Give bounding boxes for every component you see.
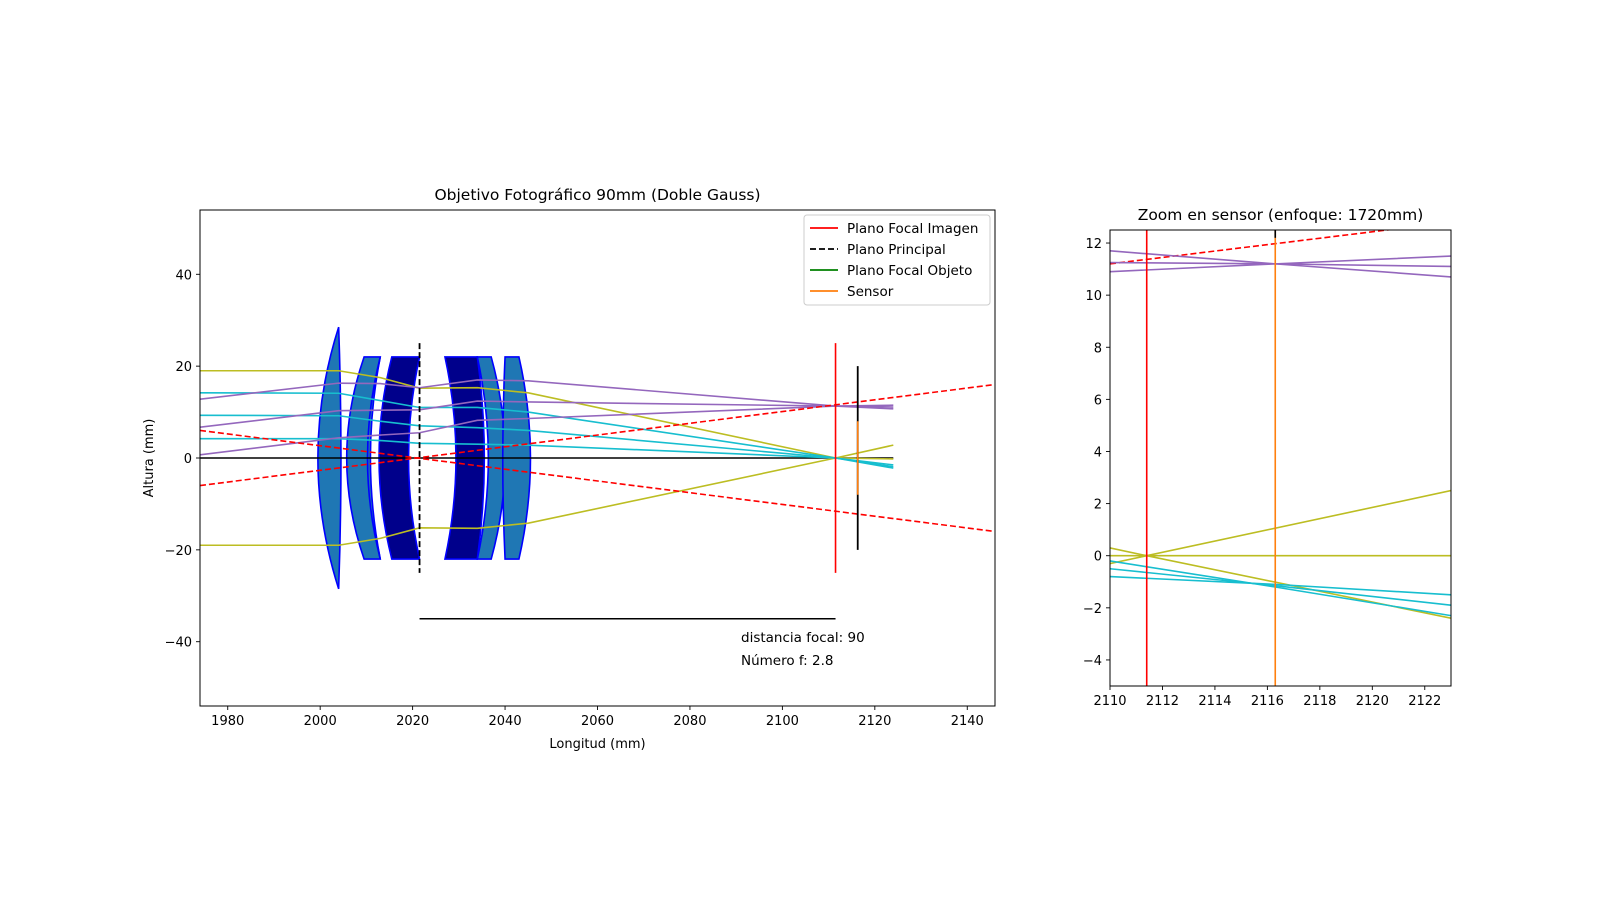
ray-trace-line — [200, 404, 894, 456]
legend-label: Plano Focal Imagen — [847, 221, 978, 237]
zoom-y-axis: −4 −2 0 2 4 6 8 10 12 — [1083, 237, 1110, 669]
x-tick-label: 1980 — [211, 714, 244, 729]
x-tick-label: 2112 — [1146, 694, 1179, 709]
main-plot: 1980 2000 2020 2040 2060 2080 2100 2120 2140 −40… — [142, 186, 996, 752]
ray-trace-line — [200, 391, 894, 469]
ray-trace-line — [200, 369, 894, 460]
ray-trace-line — [200, 379, 894, 410]
zoom-chart-title: Zoom en sensor (enfoque: 1720mm) — [1138, 206, 1424, 224]
x-tick-label: 2080 — [673, 714, 706, 729]
x-tick-label: 2114 — [1198, 694, 1231, 709]
y-tick-label: 12 — [1085, 237, 1102, 252]
main-y-axis: −40 −20 0 20 40 — [165, 268, 200, 651]
focal-length-annotation: distancia focal: 90 — [741, 630, 865, 646]
x-tick-label: 2118 — [1303, 694, 1336, 709]
y-tick-label: −4 — [1083, 654, 1102, 669]
legend-entry-focal-object-plane: Plano Focal Objeto — [810, 263, 972, 279]
x-tick-label: 2020 — [396, 714, 429, 729]
main-chart-title: Objetivo Fotográfico 90mm (Doble Gauss) — [434, 186, 760, 204]
main-x-axis: 1980 2000 2020 2040 2060 2080 2100 2120 2140 — [211, 706, 984, 729]
y-tick-label: −20 — [165, 544, 192, 559]
main-plot-area — [200, 326, 995, 620]
zoom-plot-area — [1110, 230, 1451, 686]
x-tick-label: 2040 — [489, 714, 522, 729]
legend-label: Plano Focal Objeto — [847, 263, 972, 279]
focal-ray-dashed — [200, 429, 995, 533]
zoom-plot: 2110 2112 2114 2116 2118 2120 2122 −4 −2 0 2 4 6 8 10… — [1083, 206, 1452, 709]
legend-label: Plano Principal — [847, 242, 946, 258]
ray-trace-line — [200, 400, 894, 429]
ray-trace-line — [200, 444, 894, 547]
x-tick-label: 2000 — [304, 714, 337, 729]
y-tick-label: 6 — [1094, 393, 1102, 408]
y-tick-label: 20 — [175, 360, 192, 375]
x-tick-label: 2120 — [1356, 694, 1389, 709]
y-tick-label: 4 — [1094, 445, 1102, 460]
y-tick-label: 8 — [1094, 341, 1102, 356]
legend: Plano Focal Imagen Plano Principal Plano… — [803, 214, 991, 306]
y-tick-label: 2 — [1094, 498, 1102, 513]
x-tick-label: 2110 — [1093, 694, 1126, 709]
legend-entry-focal-image-plane: Plano Focal Imagen — [810, 221, 978, 237]
x-tick-label: 2122 — [1408, 694, 1441, 709]
x-tick-label: 2120 — [858, 714, 891, 729]
legend-box — [803, 214, 991, 306]
ray-trace-line — [200, 437, 894, 466]
main-x-axis-label: Longitud (mm) — [549, 737, 645, 752]
legend-entry-sensor: Sensor — [810, 284, 894, 300]
main-y-axis-label: Altura (mm) — [142, 419, 157, 498]
zoom-plot-frame — [1109, 229, 1452, 687]
f-number-annotation: Número f: 2.8 — [741, 653, 834, 669]
x-tick-label: 2100 — [766, 714, 799, 729]
zoom-x-axis: 2110 2112 2114 2116 2118 2120 2122 — [1093, 686, 1441, 709]
y-tick-label: −2 — [1083, 602, 1102, 617]
focal-ray-dashed — [200, 383, 995, 487]
y-tick-label: 40 — [175, 268, 192, 283]
x-tick-label: 2060 — [581, 714, 614, 729]
focal-ray-dashed — [1110, 230, 1394, 265]
legend-entry-principal-plane: Plano Principal — [810, 242, 946, 258]
legend-label: Sensor — [847, 284, 894, 300]
y-tick-label: 10 — [1085, 289, 1102, 304]
x-tick-label: 2140 — [951, 714, 984, 729]
y-tick-label: 0 — [1094, 550, 1102, 565]
y-tick-label: −40 — [165, 636, 192, 651]
y-tick-label: 0 — [184, 452, 192, 467]
x-tick-label: 2116 — [1251, 694, 1284, 709]
